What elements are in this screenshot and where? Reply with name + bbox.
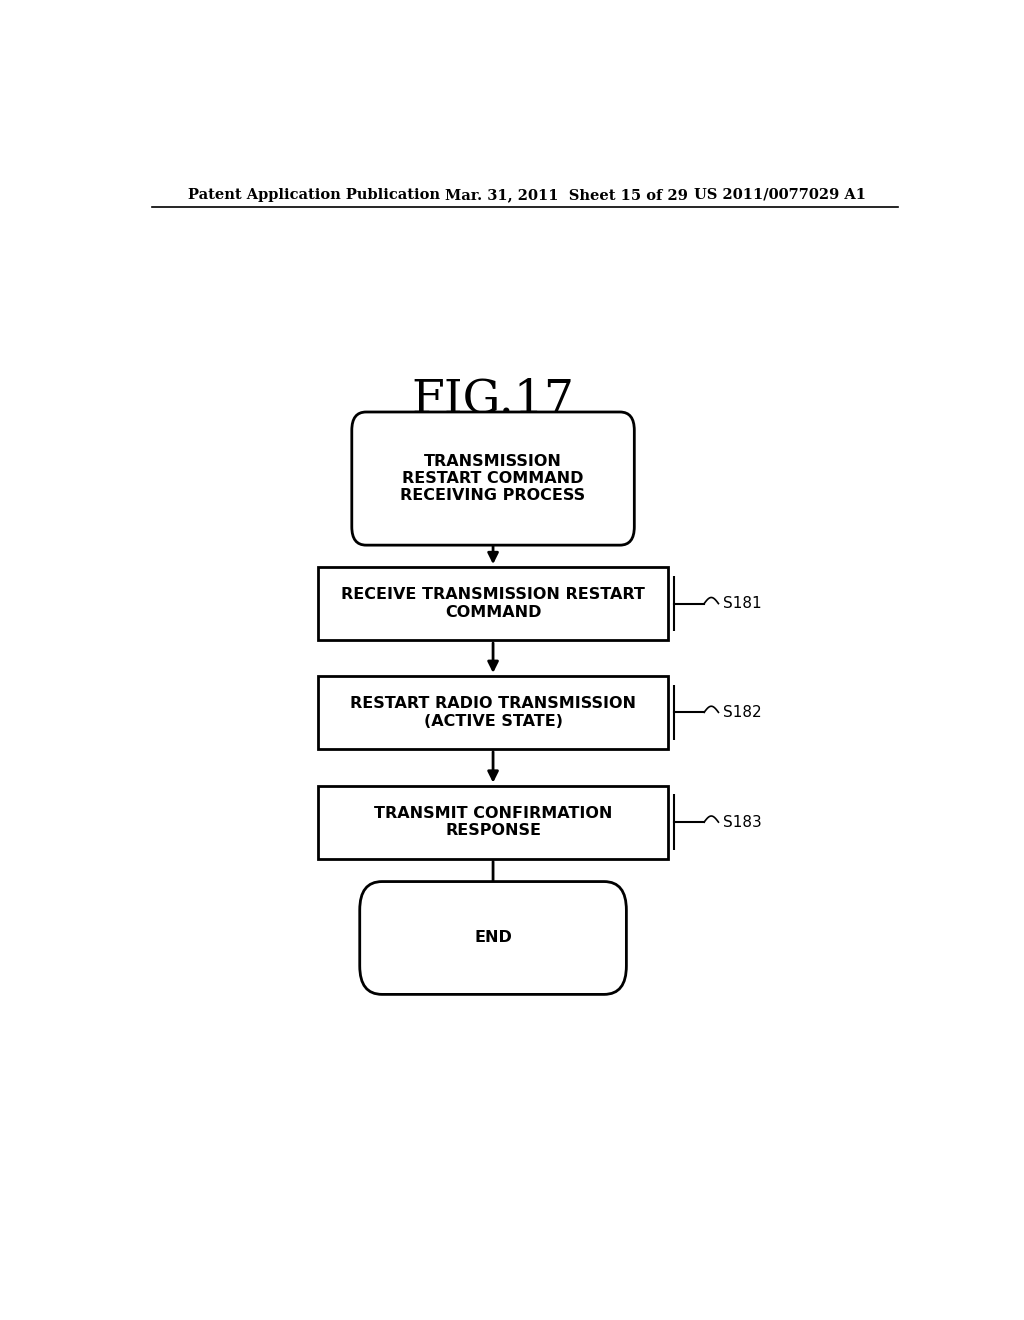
Bar bbox=[318, 568, 668, 640]
Text: RESTART RADIO TRANSMISSION
(ACTIVE STATE): RESTART RADIO TRANSMISSION (ACTIVE STATE… bbox=[350, 696, 636, 729]
Text: S182: S182 bbox=[723, 705, 762, 719]
Text: TRANSMISSION
RESTART COMMAND
RECEIVING PROCESS: TRANSMISSION RESTART COMMAND RECEIVING P… bbox=[400, 454, 586, 503]
FancyBboxPatch shape bbox=[352, 412, 634, 545]
Text: Mar. 31, 2011  Sheet 15 of 29: Mar. 31, 2011 Sheet 15 of 29 bbox=[445, 187, 688, 202]
Bar bbox=[318, 676, 668, 748]
FancyBboxPatch shape bbox=[359, 882, 627, 994]
Text: S183: S183 bbox=[723, 814, 762, 829]
Text: FIG.17: FIG.17 bbox=[412, 378, 574, 422]
Bar bbox=[318, 785, 668, 859]
Text: Patent Application Publication: Patent Application Publication bbox=[187, 187, 439, 202]
Text: US 2011/0077029 A1: US 2011/0077029 A1 bbox=[694, 187, 866, 202]
Text: S181: S181 bbox=[723, 597, 762, 611]
Text: RECEIVE TRANSMISSION RESTART
COMMAND: RECEIVE TRANSMISSION RESTART COMMAND bbox=[341, 587, 645, 620]
Text: END: END bbox=[474, 931, 512, 945]
Text: TRANSMIT CONFIRMATION
RESPONSE: TRANSMIT CONFIRMATION RESPONSE bbox=[374, 807, 612, 838]
